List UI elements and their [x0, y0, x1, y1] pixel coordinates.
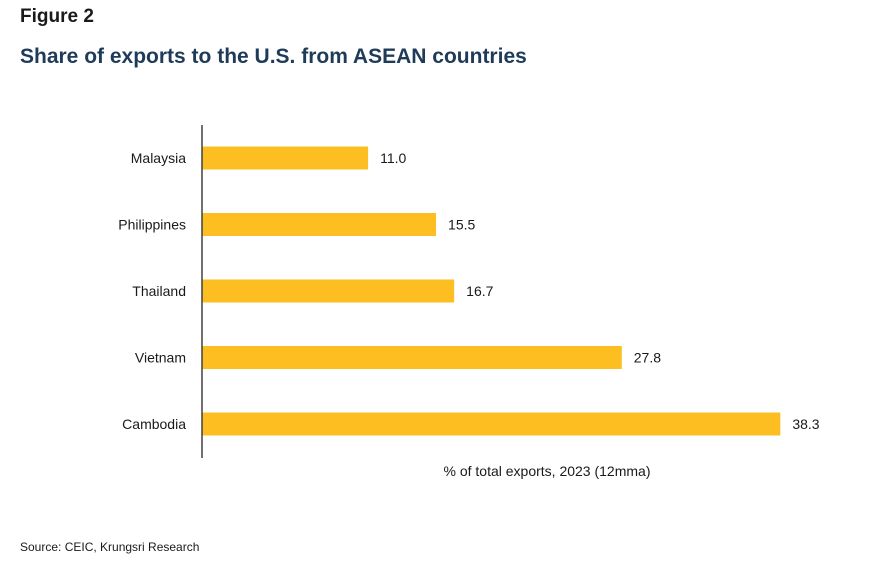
value-label-malaysia: 11.0	[380, 150, 406, 166]
bar-vietnam	[202, 346, 622, 369]
figure-label: Figure 2	[20, 6, 94, 27]
category-label-thailand: Thailand	[132, 283, 186, 299]
category-label-cambodia: Cambodia	[122, 416, 186, 432]
value-label-vietnam: 27.8	[634, 350, 661, 366]
bar-philippines	[202, 213, 437, 236]
value-label-philippines: 15.5	[448, 217, 475, 233]
category-label-vietnam: Vietnam	[135, 350, 186, 366]
labels-layer: Malaysia 11.0 Philippines 15.5 Thailand 16.7 V…	[118, 150, 820, 432]
category-label-malaysia: Malaysia	[131, 150, 186, 166]
source-note: Source: CEIC, Krungsri Research	[20, 540, 200, 554]
chart-title: Share of exports to the U.S. from ASEAN …	[20, 45, 527, 68]
value-label-thailand: 16.7	[466, 283, 493, 299]
bar-cambodia	[202, 412, 781, 436]
value-label-cambodia: 38.3	[792, 416, 819, 432]
bars-layer	[202, 146, 781, 436]
x-axis-title: % of total exports, 2023 (12mma)	[444, 463, 651, 479]
bar-thailand	[202, 279, 455, 303]
category-label-philippines: Philippines	[118, 217, 186, 233]
bar-malaysia	[202, 146, 369, 170]
